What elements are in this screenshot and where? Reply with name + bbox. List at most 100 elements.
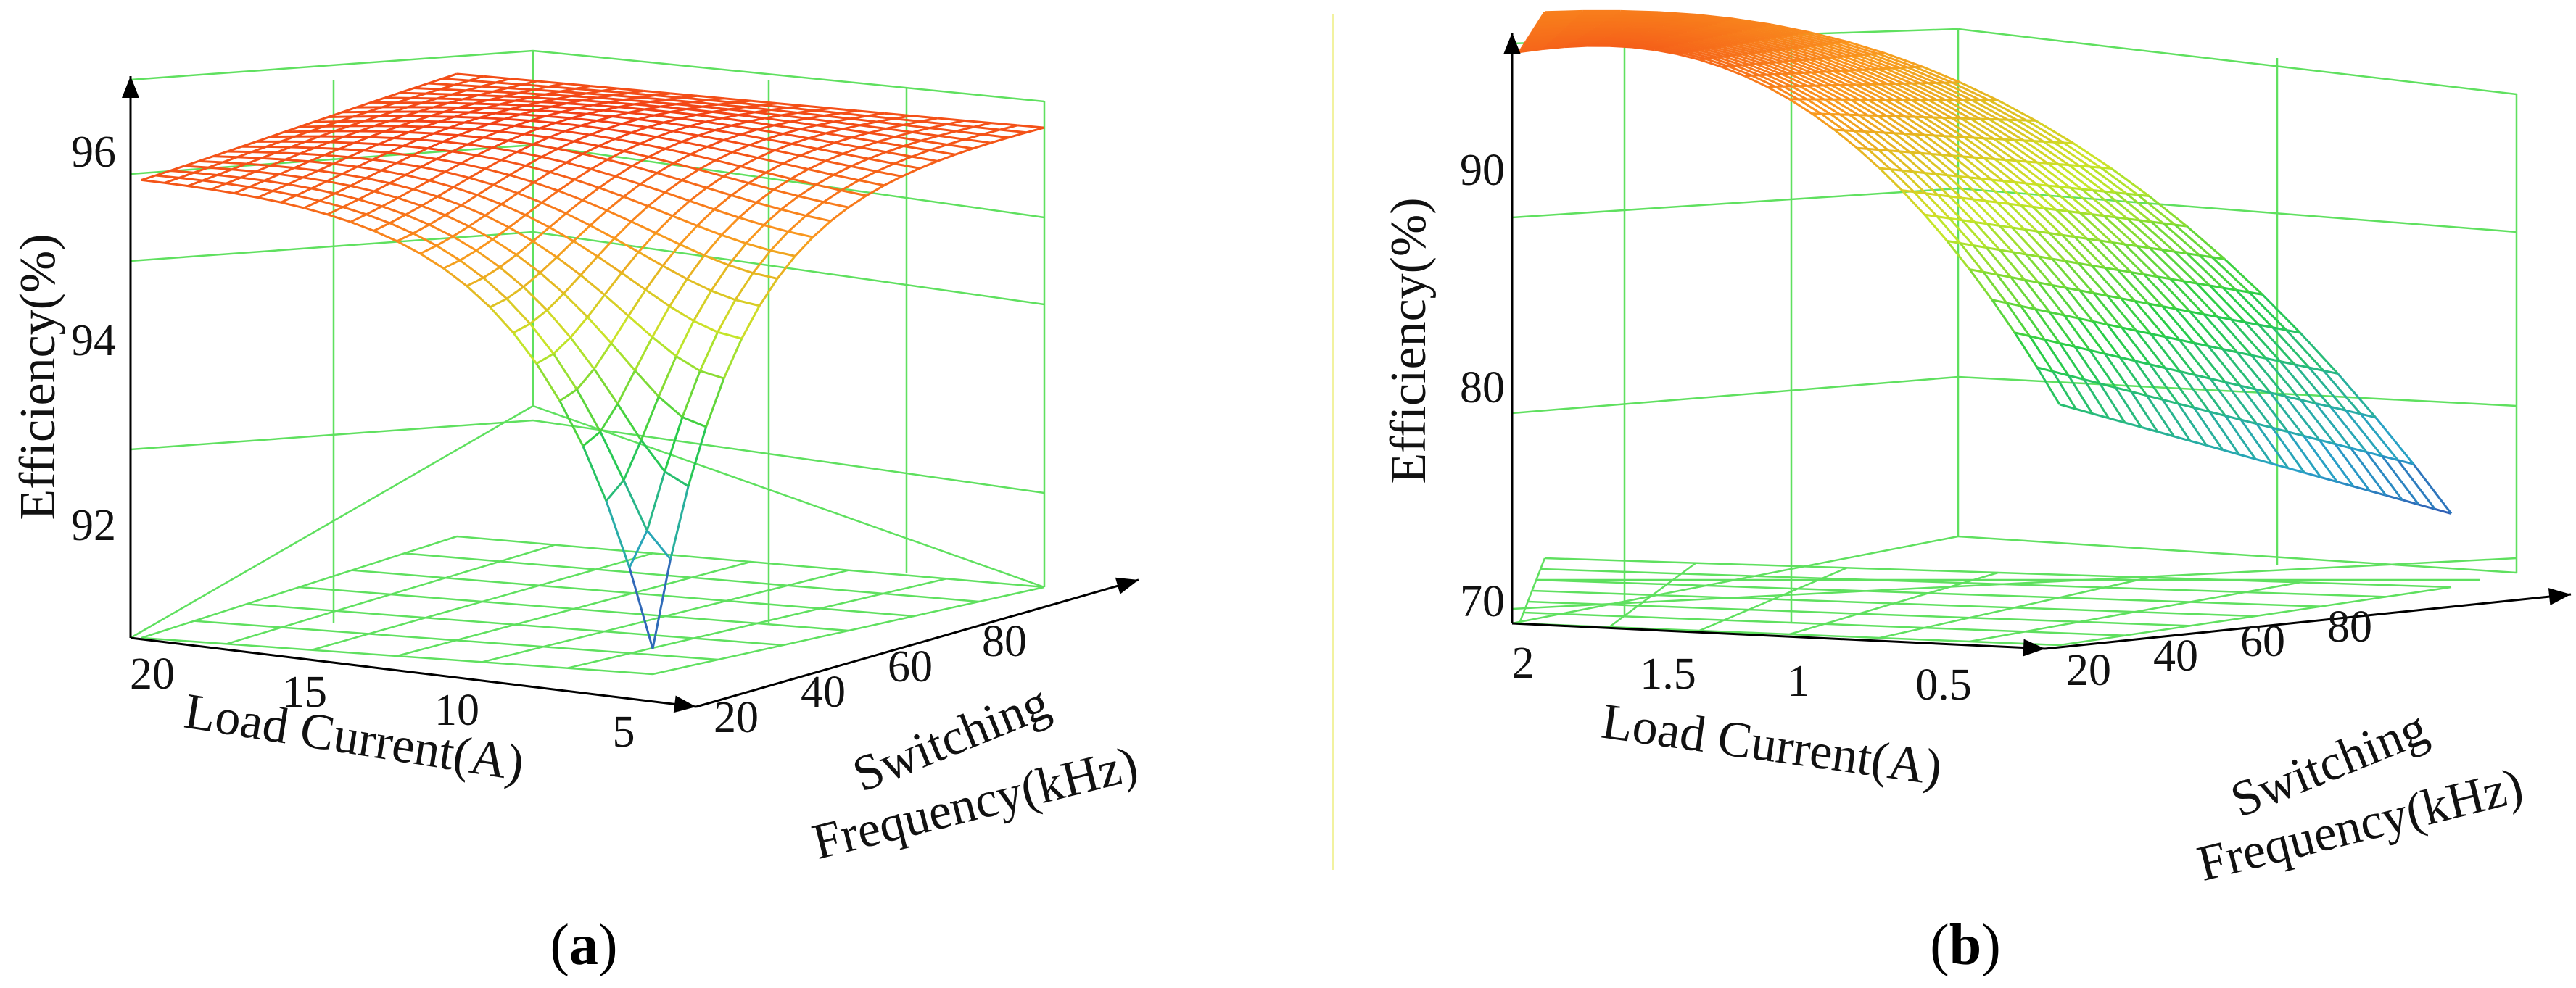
surface-line	[520, 113, 546, 117]
surface-line	[1999, 249, 2013, 254]
surface-line	[2239, 384, 2256, 391]
surface-line	[680, 117, 706, 123]
surface-line	[730, 182, 750, 196]
surface-line	[2334, 443, 2351, 449]
surface-line	[580, 124, 606, 130]
surface-line	[2058, 186, 2093, 215]
surface-line	[919, 159, 938, 170]
surface-line	[2385, 494, 2403, 502]
surface-line	[287, 183, 312, 190]
surface-line	[740, 305, 761, 339]
surface-line	[1883, 131, 1911, 154]
surface-line	[1830, 57, 1864, 71]
surface-line	[548, 130, 566, 139]
surface-line	[728, 264, 754, 275]
surface-line	[571, 117, 597, 123]
surface-line	[499, 103, 526, 107]
surface-line	[1674, 21, 1709, 28]
surface-line	[714, 208, 740, 219]
surface-line	[510, 108, 536, 112]
surface-line	[841, 112, 868, 117]
surface-line	[646, 529, 672, 560]
surface-line	[2108, 417, 2126, 424]
surface-line	[665, 147, 691, 156]
surface-line	[574, 168, 592, 180]
surface-line	[576, 389, 602, 433]
surface-line	[396, 162, 421, 168]
surface-line	[1946, 174, 1974, 201]
surface-line	[1616, 42, 1640, 46]
surface-line	[429, 223, 453, 238]
surface-line	[1611, 16, 1646, 20]
surface-line	[561, 110, 587, 115]
surface-line	[637, 232, 657, 253]
surface-line	[2111, 241, 2145, 275]
y-axis-arrow	[1115, 577, 1139, 594]
surface-line	[721, 233, 747, 245]
surface-line	[2136, 245, 2171, 280]
surface-line	[630, 126, 648, 134]
z-axis-label: Efficiency(%)	[10, 233, 66, 520]
surface-line	[2269, 391, 2305, 437]
surface-line	[1008, 131, 1027, 139]
surface-line	[937, 117, 965, 122]
surface-line	[482, 277, 508, 300]
surface-line	[929, 149, 956, 156]
surface-line	[389, 182, 414, 191]
surface-line	[2299, 332, 2339, 375]
surface-line	[1971, 99, 2009, 121]
surface-line	[2124, 421, 2142, 428]
surface-line	[2284, 395, 2321, 441]
surface-line	[557, 178, 576, 192]
surface-line	[550, 105, 577, 109]
surface-line	[1984, 200, 2013, 229]
surface-line	[1983, 270, 1998, 276]
surface-line	[1811, 112, 1836, 131]
surface-line	[412, 232, 437, 247]
surface-line	[2126, 217, 2163, 251]
surface-line	[452, 235, 477, 252]
surface-line	[2036, 367, 2061, 405]
surface-line	[548, 136, 574, 143]
surface-line	[524, 133, 550, 139]
surface-line	[651, 558, 672, 649]
surface-line	[640, 439, 666, 473]
surface-line	[1735, 54, 1763, 65]
grid	[1511, 28, 2518, 647]
surface-line	[492, 226, 510, 241]
surface-line	[1890, 168, 1915, 193]
surface-line	[816, 124, 843, 130]
surface-line	[1877, 67, 1912, 85]
surface-line	[412, 154, 437, 160]
z-axis-arrow	[122, 76, 139, 98]
surface-line	[310, 180, 328, 190]
surface-line	[610, 342, 636, 372]
surface-line	[720, 217, 740, 236]
surface-line	[500, 159, 527, 167]
surface-line	[405, 165, 422, 176]
surface-line	[1640, 43, 1664, 49]
surface-line	[2199, 254, 2213, 259]
surface-line	[858, 170, 878, 182]
surface-line	[1529, 33, 1558, 38]
surface-line	[2350, 447, 2367, 454]
surface-line	[788, 231, 814, 238]
surface-line	[1960, 196, 1989, 225]
surface-line	[1729, 19, 1767, 27]
surface-line	[2044, 207, 2076, 238]
surface-line	[990, 136, 1010, 144]
surface-line	[1705, 57, 1730, 68]
surface-line	[1527, 35, 1556, 40]
surface-line	[664, 179, 683, 194]
surface-line	[2131, 271, 2144, 276]
surface-line	[2052, 141, 2091, 168]
surface-line	[1875, 99, 1906, 118]
surface-line	[1960, 241, 1974, 247]
surface-line	[632, 165, 658, 175]
surface-line	[452, 225, 470, 238]
surface-line	[590, 85, 618, 90]
surface-line	[2036, 183, 2069, 212]
surface-line	[1727, 33, 1760, 42]
surface-line	[500, 203, 527, 216]
